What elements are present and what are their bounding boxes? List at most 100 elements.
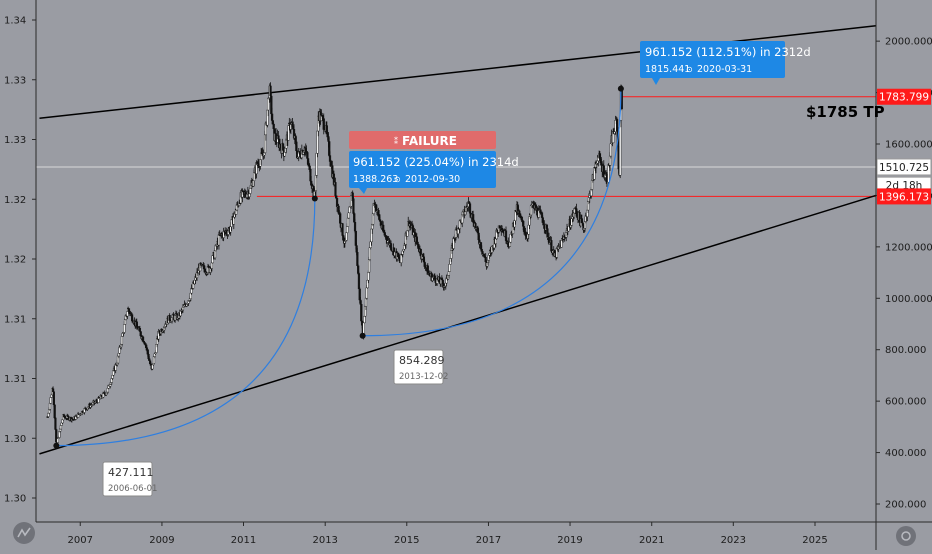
right-tick-label: 1600.000: [885, 140, 932, 151]
candle-body: [341, 223, 344, 236]
left-tick-label: 1.33: [4, 75, 26, 86]
price-label-box: [877, 188, 931, 205]
x-tick-label: 2021: [639, 535, 664, 546]
candle-body: [181, 306, 185, 311]
candle-body: [283, 152, 286, 157]
candle-body: [550, 240, 553, 252]
measure-box-2-main: 961.152 (112.51%) in 2312d: [645, 45, 811, 59]
measure-box-1-pointer: [359, 188, 367, 194]
price-label-box: [876, 158, 932, 176]
measure-box-2: 961.152 (112.51%) in 2312d 1815.441 ⊙ 20…: [640, 41, 811, 85]
x-tick-label: 2023: [721, 535, 746, 546]
settings-icon: [896, 526, 916, 546]
candle-body: [578, 212, 581, 220]
projection-arc: [56, 198, 316, 447]
candle-body: [480, 249, 483, 252]
clock-icon: ⊙: [394, 175, 401, 184]
logo-icon-mark: [17, 527, 31, 538]
candle-body: [367, 271, 370, 281]
failure-label: FAILURE: [402, 134, 457, 148]
candle-body: [356, 252, 359, 266]
candle-body: [52, 391, 55, 406]
right-tick-label: 400.000: [885, 448, 926, 459]
candle-body: [389, 243, 393, 250]
left-tick-label: 1.30: [4, 494, 26, 505]
candle-body: [609, 143, 612, 157]
anchor-point: [617, 85, 624, 92]
candle-body: [53, 404, 56, 419]
logo-icon: [13, 522, 35, 544]
candle-body: [352, 198, 355, 214]
candle-body: [56, 438, 59, 443]
candle-body: [522, 220, 525, 227]
candle-body: [267, 97, 270, 111]
candle-body: [416, 241, 419, 245]
low-label-2-box: [393, 349, 444, 385]
right-tick-label: 600.000: [885, 397, 926, 408]
candle-body: [347, 212, 350, 219]
measure-box-1-value: 1388.263: [353, 174, 398, 185]
tp-label: $1785 TP: [806, 103, 885, 121]
anchor-point: [359, 332, 366, 339]
left-tick-label: 1.30: [4, 434, 26, 445]
candle-body: [138, 328, 142, 332]
left-tick-label: 1.32: [4, 195, 26, 206]
left-tick-label: 1.34: [4, 16, 26, 27]
candle-body: [334, 182, 337, 196]
failure-icon: ⁑: [394, 135, 398, 146]
right-tick-label: 800.000: [885, 345, 926, 356]
measure-box-1-date: 2012-09-30: [405, 174, 460, 185]
candle-body: [345, 232, 348, 241]
channel-line-lower: [39, 194, 877, 455]
candle-body: [217, 234, 221, 246]
x-tick-label: 2007: [68, 535, 93, 546]
right-tick-label: 2000.000: [885, 37, 932, 48]
candle-body: [335, 195, 338, 199]
low-label-2: 854.289 2013-12-02: [393, 349, 448, 385]
x-tick-label: 2025: [802, 535, 827, 546]
measure-box-2-pointer: [652, 78, 660, 85]
low-label-2-date: 2013-12-02: [399, 372, 448, 382]
price-label-text: 1510.725: [879, 162, 929, 174]
right-tick-label: 1000.000: [885, 294, 932, 305]
candle-body: [400, 253, 403, 263]
candle-body: [210, 262, 213, 269]
low-label-1-value: 427.111: [108, 466, 154, 479]
candle-body: [152, 363, 155, 365]
left-tick-label: 1.32: [4, 255, 26, 266]
candle-body: [213, 250, 217, 259]
measure-box-1-main: 961.152 (225.04%) in 2314d: [353, 155, 519, 169]
candle-body: [346, 226, 349, 233]
right-tick-label: 1200.000: [885, 242, 932, 253]
x-tick-label: 2011: [231, 535, 256, 546]
price-label-text: 1396.173: [879, 191, 929, 203]
candle-body: [141, 336, 145, 342]
left-axis-ticks: 1.30 1.30 1.31 1.31 1.32 1.32 1.33 1.33 1.34: [4, 16, 36, 505]
candle-body: [368, 259, 371, 273]
measure-box-2-bg: [640, 41, 785, 78]
candle-body: [105, 392, 108, 395]
candle-body: [353, 222, 357, 232]
candle-body: [363, 315, 366, 324]
left-tick-label: 1.31: [4, 314, 26, 325]
price-label-text: 1783.799: [879, 92, 929, 104]
candle-body: [483, 254, 486, 257]
candle-body: [126, 311, 129, 317]
settings-icon-circle: [896, 526, 916, 546]
arcs: [56, 88, 622, 447]
x-tick-label: 2009: [149, 535, 174, 546]
candle-body: [357, 273, 361, 290]
low-label-1-box: [102, 461, 153, 497]
x-tick-label: 2015: [394, 535, 419, 546]
candle-body: [272, 123, 275, 129]
candle-body: [377, 210, 380, 215]
candle-body: [281, 143, 285, 151]
measure-box-1: 961.152 (225.04%) in 2314d 1388.263 ⊙ 20…: [349, 151, 519, 194]
clock-icon: ⊙: [686, 65, 693, 74]
candle-body: [120, 336, 124, 345]
projection-arc: [362, 88, 622, 337]
candle-body: [339, 213, 342, 224]
x-tick-label: 2017: [476, 535, 501, 546]
